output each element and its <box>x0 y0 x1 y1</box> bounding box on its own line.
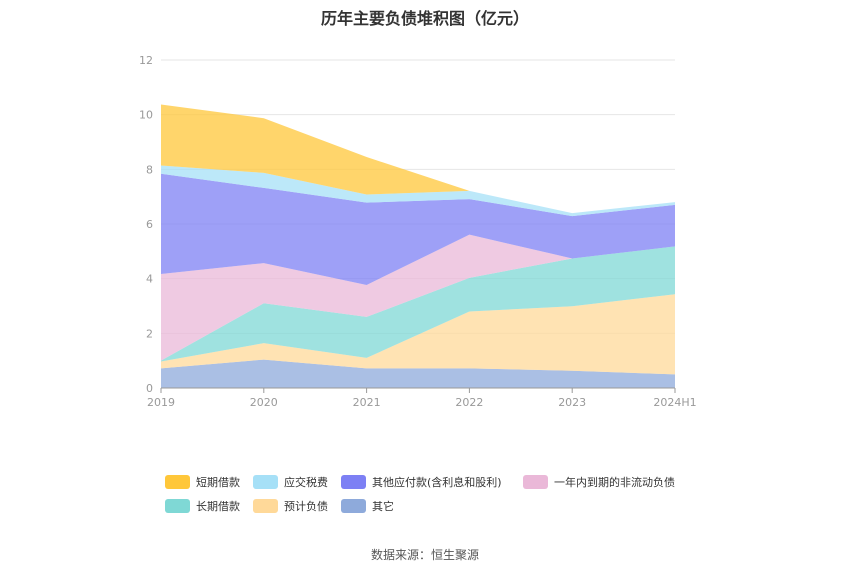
legend-swatch <box>253 499 278 513</box>
legend-swatch <box>523 475 548 489</box>
legend-swatch <box>341 475 366 489</box>
legend-item-current-noncurrent-liabilities[interactable]: 一年内到期的非流动负债 <box>523 474 675 490</box>
chart-title: 历年主要负债堆积图（亿元） <box>320 9 529 28</box>
y-tick-label: 8 <box>146 163 153 176</box>
x-tick-label: 2021 <box>353 396 381 409</box>
legend-label: 其他应付款(含利息和股利) <box>372 476 502 489</box>
area-series <box>161 104 675 388</box>
legend-swatch <box>165 499 190 513</box>
area-预计负债 <box>161 294 675 375</box>
legend-swatch <box>165 475 190 489</box>
y-tick-label: 6 <box>146 218 153 231</box>
y-tick-label: 4 <box>146 273 153 286</box>
y-tick-label: 12 <box>139 54 153 67</box>
legend-label: 长期借款 <box>196 500 240 513</box>
x-tick-label: 2024H1 <box>653 396 696 409</box>
area-一年内到期的非流动负债 <box>161 234 675 361</box>
legend-item-provisions[interactable]: 预计负债 <box>253 498 328 514</box>
legend-item-other-payables[interactable]: 其他应付款(含利息和股利) <box>341 474 502 490</box>
legend-item-other[interactable]: 其它 <box>341 498 394 514</box>
legend-label: 短期借款 <box>196 476 240 489</box>
area-短期借款 <box>161 104 675 214</box>
area-其他应付款(含利息和股利) <box>161 173 675 285</box>
legend-item-long-term-loans[interactable]: 长期借款 <box>165 498 240 514</box>
x-tick-label: 2022 <box>455 396 483 409</box>
area-长期借款 <box>161 246 675 362</box>
area-应交税费 <box>161 165 675 217</box>
x-tick-label: 2019 <box>147 396 175 409</box>
y-tick-label: 0 <box>146 382 153 395</box>
data-source: 数据来源：恒生聚源 <box>370 548 479 562</box>
legend-label: 预计负债 <box>284 500 328 513</box>
y-tick-label: 10 <box>139 109 153 122</box>
stacked-area-chart: 0 2 4 6 8 10 12 2019 2020 2021 2022 2023 2024H1 <box>139 54 697 409</box>
legend-label: 应交税费 <box>284 476 328 489</box>
axes: 0 2 4 6 8 10 12 2019 2020 2021 2022 2023 2024H1 <box>139 54 697 409</box>
y-tick-label: 2 <box>146 327 153 340</box>
legend-item-taxes-payable[interactable]: 应交税费 <box>253 474 328 490</box>
legend-item-short-term-loans[interactable]: 短期借款 <box>165 474 240 490</box>
legend-swatch <box>253 475 278 489</box>
x-tick-label: 2020 <box>250 396 278 409</box>
legend-label: 一年内到期的非流动负债 <box>554 476 675 489</box>
legend-label: 其它 <box>372 500 394 513</box>
x-tick-label: 2023 <box>558 396 586 409</box>
area-其它 <box>161 359 675 388</box>
legend-swatch <box>341 499 366 513</box>
